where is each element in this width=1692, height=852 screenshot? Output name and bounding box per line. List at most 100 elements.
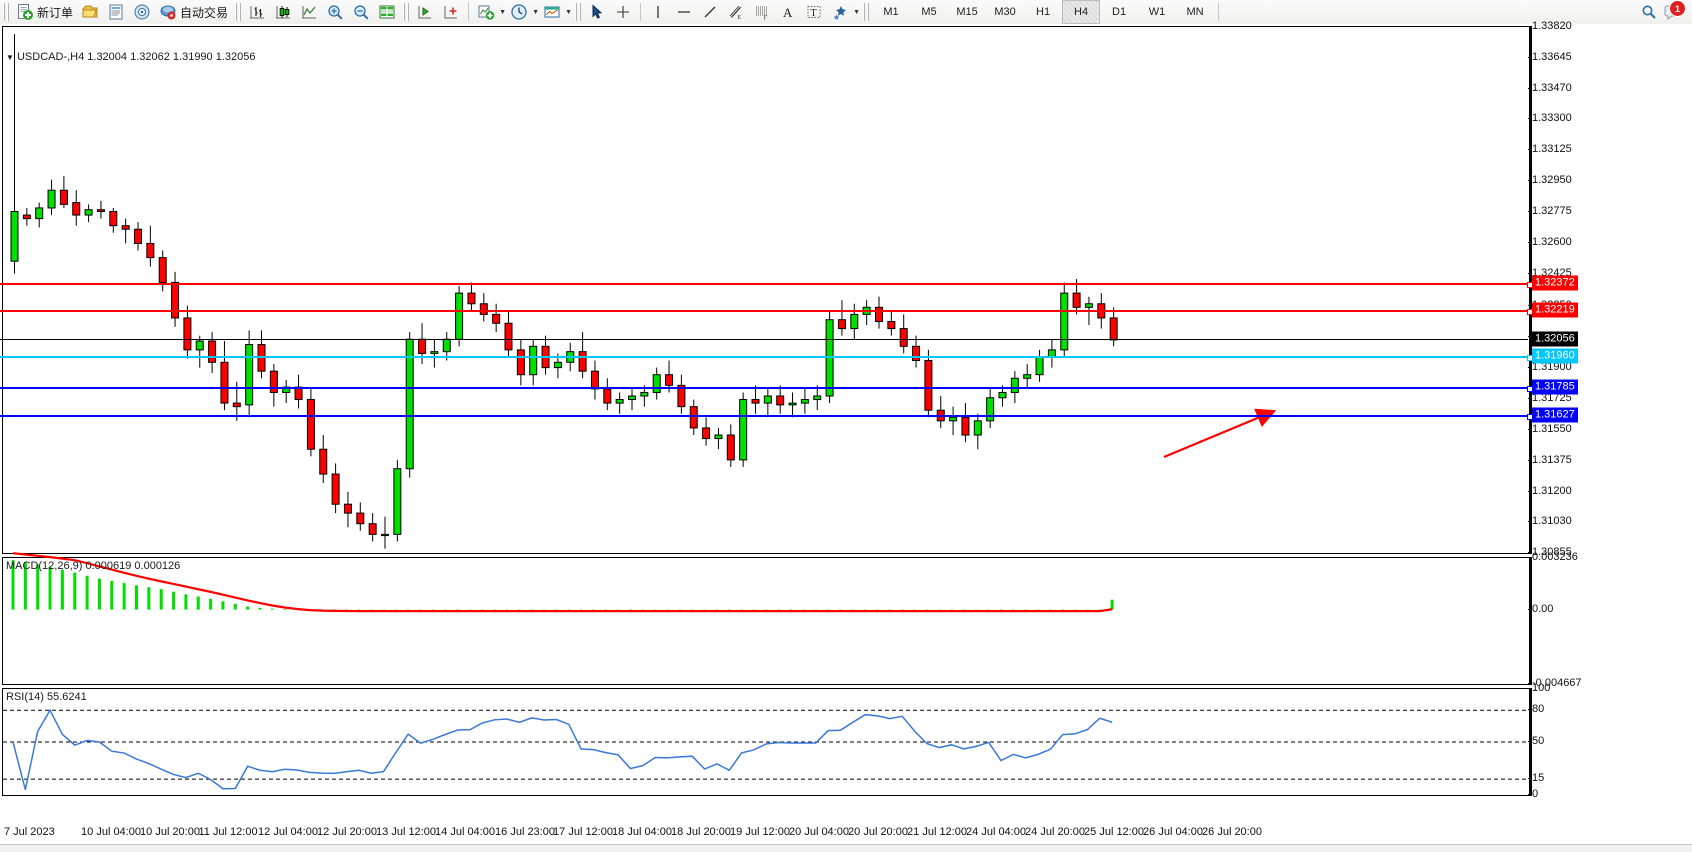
shapes-dropdown-arrow[interactable]: ▼ <box>853 8 860 16</box>
time-axis-label: 20 Jul 20:00 <box>848 826 908 838</box>
candlestick-icon <box>276 6 291 19</box>
bar-chart-icon <box>250 6 265 19</box>
cursor-tool[interactable] <box>584 0 610 24</box>
current-price-line <box>0 338 1528 340</box>
chart-symbol-header: ▼ USDCAD-,H4 1.32004 1.32062 1.31990 1.3… <box>6 51 256 63</box>
zoom-out-button[interactable] <box>348 0 374 24</box>
new-order-button[interactable]: 新订单 <box>12 0 77 24</box>
timeframe-m30[interactable]: M30 <box>994 6 1016 18</box>
price-tick: 1.31725 <box>1528 391 1572 404</box>
periods-button[interactable] <box>506 0 532 24</box>
svg-text:E: E <box>738 15 742 21</box>
timeframe-h1[interactable]: H1 <box>1036 6 1051 18</box>
indicators-button[interactable] <box>473 0 499 24</box>
shapes-tool[interactable] <box>827 0 853 24</box>
equidistant-channel-tool[interactable]: E <box>723 0 749 24</box>
price-level-line[interactable] <box>0 414 1533 421</box>
data-folder-button[interactable] <box>77 0 103 24</box>
text-tool[interactable]: A <box>775 0 801 24</box>
indicators-dropdown-arrow[interactable]: ▼ <box>499 8 506 16</box>
candlestick-chart-button[interactable] <box>270 0 296 24</box>
price-level-line[interactable] <box>0 281 1533 288</box>
chart-grid-button[interactable] <box>374 0 400 24</box>
price-pane[interactable] <box>2 26 1530 554</box>
navigator-button[interactable] <box>129 0 155 24</box>
line-chart-button[interactable] <box>296 0 322 24</box>
auto-scroll-icon <box>418 6 432 19</box>
timeframe-d1[interactable]: D1 <box>1112 6 1127 18</box>
auto-trading-button[interactable]: 自动交易 <box>155 0 232 24</box>
bar-chart-button[interactable] <box>244 0 270 24</box>
price-tick: 1.32775 <box>1528 205 1572 218</box>
price-level-line[interactable] <box>0 386 1533 392</box>
time-axis[interactable]: 7 Jul 2023 10 Jul 04:00 10 Jul 20:00 11 Jul… <box>0 824 1692 842</box>
crosshair-tool[interactable] <box>610 0 636 24</box>
templates-dropdown-arrow[interactable]: ▼ <box>565 8 572 16</box>
timeframe-m5[interactable]: M5 <box>921 6 937 18</box>
time-axis-label: 26 Jul 20:00 <box>1202 826 1262 838</box>
time-axis-label: 21 Jul 12:00 <box>907 826 967 838</box>
price-level-label[interactable]: 1.32372 <box>1532 275 1578 291</box>
toolbar-separator-3 <box>1218 3 1220 21</box>
trendline-tool[interactable] <box>697 0 723 24</box>
price-tick: 1.31200 <box>1528 484 1572 497</box>
rsi-pane[interactable] <box>2 688 1530 796</box>
price-tick: 1.33645 <box>1528 51 1572 64</box>
price-level-line[interactable] <box>0 354 1533 361</box>
templates-button[interactable] <box>539 0 565 24</box>
chart-area[interactable]: ▼ USDCAD-,H4 1.32004 1.32062 1.31990 1.3… <box>0 20 1692 852</box>
chevron-down-icon[interactable]: ▼ <box>6 53 14 62</box>
vertical-line-icon <box>657 6 659 18</box>
timeframe-mn[interactable]: MN <box>1186 6 1204 18</box>
horizontal-line-tool[interactable] <box>671 0 697 24</box>
toolbar-grip[interactable] <box>3 3 10 21</box>
vertical-line-tool[interactable] <box>645 0 671 24</box>
price-level-label[interactable]: 1.31627 <box>1532 407 1578 423</box>
toolbar-grip-2[interactable] <box>235 3 243 21</box>
market-watch-icon <box>109 4 123 20</box>
toolbar-grip-5[interactable] <box>863 3 871 21</box>
timeframe-m1[interactable]: M1 <box>883 6 899 18</box>
chart-shift-button[interactable] <box>438 0 464 24</box>
text-label-tool[interactable]: T <box>801 0 827 24</box>
time-axis-label: 12 Jul 04:00 <box>258 826 318 838</box>
svg-text:F: F <box>764 16 768 22</box>
price-candles <box>10 34 1118 549</box>
time-axis-label: 24 Jul 04:00 <box>966 826 1026 838</box>
rsi-tick: 0 <box>1527 788 1539 800</box>
auto-scroll-button[interactable] <box>412 0 438 24</box>
market-watch-button[interactable] <box>103 0 129 24</box>
search-icon[interactable] <box>1640 3 1658 21</box>
templates-icon <box>544 6 560 18</box>
time-axis-label: 7 Jul 2023 <box>4 826 55 838</box>
timeframe-group: M1 M5 M15 M30 H1 H4 D1 W1 MN <box>872 0 1214 24</box>
trend-arrow[interactable] <box>1150 408 1280 464</box>
price-level-label[interactable]: 1.31785 <box>1532 379 1578 395</box>
macd-pane[interactable] <box>2 552 1530 685</box>
toolbar-grip-3[interactable] <box>403 3 411 21</box>
macd-plot <box>11 552 1114 613</box>
price-level-label[interactable]: 1.32219 <box>1532 302 1578 318</box>
timeframe-m15[interactable]: M15 <box>956 6 978 18</box>
price-tick: 1.31375 <box>1528 453 1572 466</box>
time-axis-label: 26 Jul 04:00 <box>1143 826 1203 838</box>
macd-tick: -0.004667 <box>1528 677 1582 689</box>
toolbar-grip-4[interactable] <box>575 3 583 21</box>
auto-trading-icon <box>160 5 176 20</box>
time-axis-label: 19 Jul 12:00 <box>730 826 790 838</box>
fibonacci-icon: F <box>756 6 768 22</box>
timeframe-h4[interactable]: H4 <box>1062 0 1101 24</box>
shapes-icon <box>833 6 847 20</box>
new-order-icon <box>18 4 33 20</box>
price-level-label[interactable]: 1.31960 <box>1532 348 1578 364</box>
zoom-in-button[interactable] <box>322 0 348 24</box>
periods-dropdown-arrow[interactable]: ▼ <box>532 8 539 16</box>
price-level-line[interactable] <box>0 309 1533 316</box>
fibonacci-tool[interactable]: F <box>749 0 775 24</box>
timeframe-w1[interactable]: W1 <box>1148 6 1166 18</box>
navigator-icon <box>134 4 150 20</box>
time-axis-label: 16 Jul 23:00 <box>495 826 555 838</box>
toolbar-right-group: 1 <box>1640 0 1692 22</box>
notification-button[interactable]: 1 <box>1664 0 1686 22</box>
main-toolbar: 新订单 自动交易 <box>0 0 1692 25</box>
